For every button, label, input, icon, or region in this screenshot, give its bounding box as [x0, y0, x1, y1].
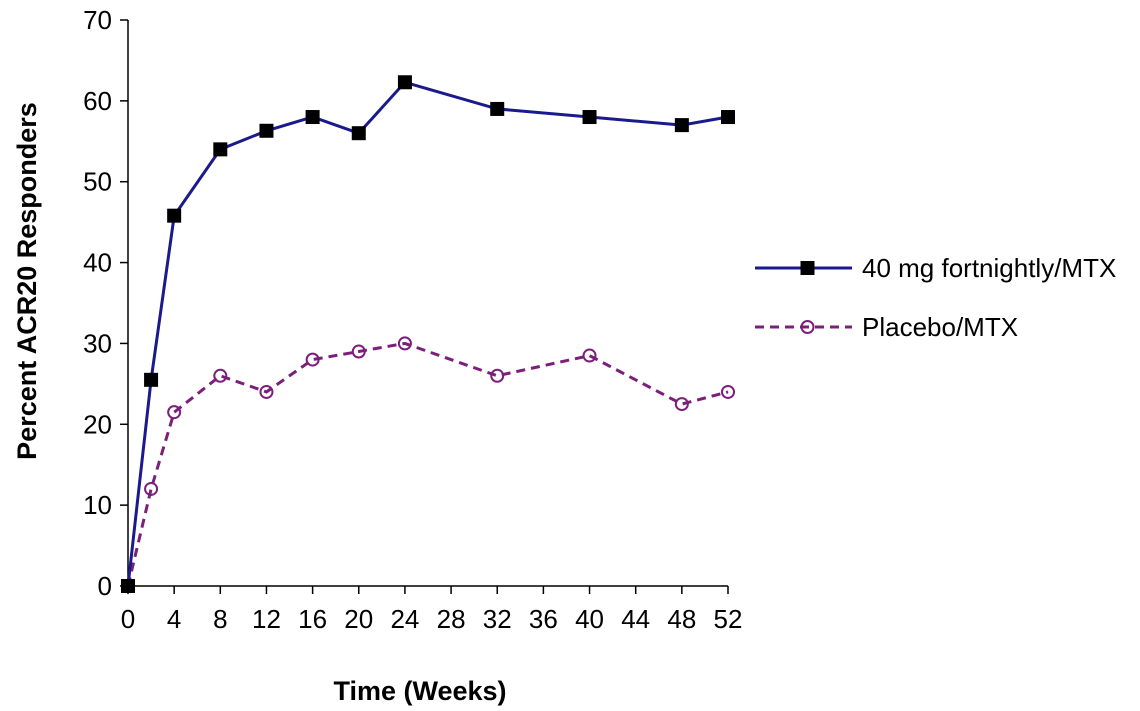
- legend: 40 mg fortnightly/MTX Placebo/MTX: [755, 253, 1116, 342]
- x-tick-label: 28: [437, 604, 466, 634]
- placebo-mtx-point: [674, 397, 689, 412]
- 40-mg-fortnightly-mtx-point: [144, 372, 159, 387]
- y-tick-label: 20: [83, 409, 112, 439]
- placebo-mtx-point: [213, 368, 228, 383]
- legend-placebo-mtx-point: [800, 320, 815, 334]
- 40-mg-fortnightly-mtx-point: [490, 101, 505, 116]
- legend-40-mg-fortnightly-mtx-point: [800, 261, 815, 275]
- x-tick-label: 24: [390, 604, 419, 634]
- placebo-mtx-point: [259, 384, 274, 399]
- x-tick-label: 0: [121, 604, 135, 634]
- placebo-mtx-point: [167, 405, 182, 420]
- legend-label: 40 mg fortnightly/MTX: [862, 253, 1116, 283]
- 40-mg-fortnightly-mtx-point: [121, 579, 135, 593]
- 40-mg-fortnightly-mtx-point: [305, 110, 320, 125]
- series-placebo-mtx: [121, 336, 735, 593]
- legend-item-40-mg-fortnightly-mtx: 40 mg fortnightly/MTX: [755, 253, 1116, 283]
- 40-mg-fortnightly-mtx-point: [259, 123, 274, 138]
- placebo-mtx-line: [126, 341, 729, 587]
- x-tick-label: 52: [714, 604, 743, 634]
- placebo-mtx-point: [490, 368, 505, 383]
- placebo-mtx-point: [144, 481, 159, 496]
- x-tick-label: 12: [252, 604, 281, 634]
- x-tick-label: 48: [667, 604, 696, 634]
- 40-mg-fortnightly-mtx-point: [721, 110, 735, 125]
- placebo-mtx-point: [397, 336, 412, 351]
- legend-label: Placebo/MTX: [862, 312, 1018, 342]
- placebo-mtx-point: [305, 352, 320, 367]
- axes: [127, 20, 728, 587]
- x-tick-label: 16: [298, 604, 327, 634]
- x-tick-label: 32: [483, 604, 512, 634]
- x-axis-title: Time (Weeks): [333, 676, 506, 706]
- x-tick-label: 44: [621, 604, 650, 634]
- x-tick-label: 40: [575, 604, 604, 634]
- y-tick-label: 0: [98, 571, 112, 601]
- 40-mg-fortnightly-mtx-point: [582, 110, 597, 125]
- y-tick-label: 30: [83, 328, 112, 358]
- x-tick-label: 36: [529, 604, 558, 634]
- x-tick-label: 8: [213, 604, 227, 634]
- 40-mg-fortnightly-mtx-line: [126, 80, 729, 587]
- x-tick-label: 4: [167, 604, 181, 634]
- series-40-mg-fortnightly-mtx: [121, 75, 735, 593]
- y-tick-label: 10: [83, 490, 112, 520]
- y-tick-label: 60: [83, 86, 112, 116]
- placebo-mtx-point: [721, 384, 735, 399]
- 40-mg-fortnightly-mtx-point: [213, 142, 228, 157]
- series-layer: [121, 75, 735, 593]
- 40-mg-fortnightly-mtx-point: [167, 208, 182, 223]
- y-tick-label: 50: [83, 167, 112, 197]
- x-tick-label: 20: [344, 604, 373, 634]
- placebo-mtx-point: [351, 344, 366, 359]
- legend-item-placebo-mtx: Placebo/MTX: [755, 312, 1018, 342]
- 40-mg-fortnightly-mtx-point: [397, 75, 412, 90]
- y-axis-title: Percent ACR20 Responders: [12, 102, 42, 460]
- y-tick-label: 40: [83, 248, 112, 278]
- placebo-mtx-point: [582, 348, 597, 363]
- y-tick-label: 70: [83, 5, 112, 35]
- 40-mg-fortnightly-mtx-point: [351, 126, 366, 141]
- 40-mg-fortnightly-mtx-point: [674, 118, 689, 133]
